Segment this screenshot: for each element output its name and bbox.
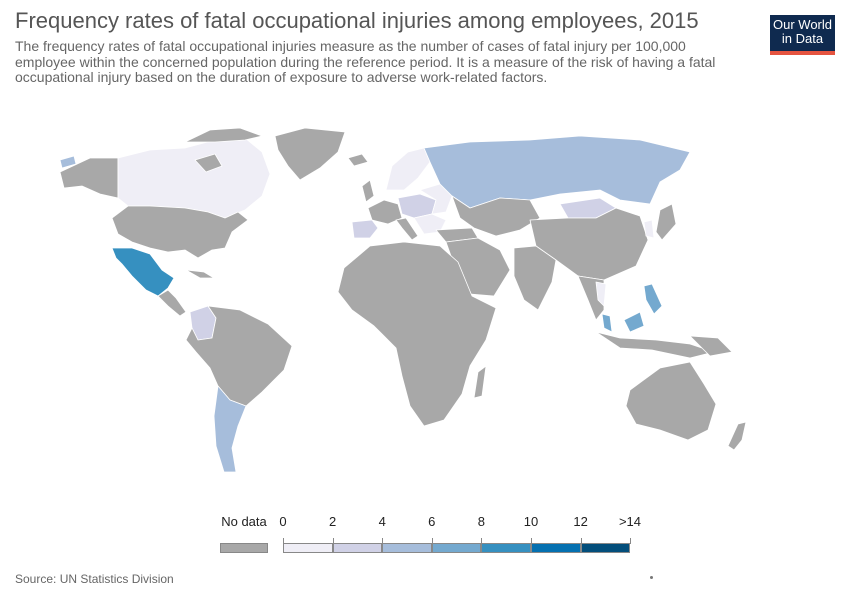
region-borneo[interactable] [623,311,645,333]
legend-label-12: 12 [573,514,588,529]
region-spain[interactable] [351,219,379,239]
region-korea[interactable] [643,219,655,239]
region-japan[interactable] [655,203,677,241]
region-africa[interactable] [337,241,497,427]
legend-swatch-0 [283,543,333,553]
region-central-asia[interactable] [451,195,541,237]
legend-nodata-swatch [220,543,268,553]
region-alaska[interactable] [59,157,119,199]
region-mexico[interactable] [111,247,175,297]
logo-line-2: in Data [781,31,824,46]
legend-tick [531,538,532,544]
region-central-america[interactable] [157,289,187,317]
region-arctic-islands-2[interactable] [194,153,223,173]
legend-last-label: >14 [618,514,642,529]
legend-tick [283,538,284,544]
legend-nodata-label: No data [221,514,267,529]
legend-label-6: 6 [428,514,436,529]
region-uk[interactable] [361,179,375,203]
owid-logo[interactable]: Our World in Data [770,15,835,55]
legend-tick [332,538,334,544]
legend-tick [382,538,384,544]
region-greenland[interactable] [274,127,346,181]
legend-label-10: 10 [523,514,539,529]
legend-swatch-10 [531,543,581,553]
region-philippines[interactable] [643,283,663,315]
decorative-dot [650,576,653,579]
world-map [59,127,747,473]
region-russia[interactable] [423,135,691,209]
legend-label-4: 4 [378,514,386,529]
chart-title: Frequency rates of fatal occupational in… [15,8,699,33]
region-usa[interactable] [111,205,249,259]
region-italy[interactable] [395,217,419,241]
region-australia[interactable] [625,361,717,441]
region-argentina[interactable] [213,385,247,473]
region-aleutian[interactable] [59,155,77,169]
region-india[interactable] [513,245,557,311]
region-scandinavia[interactable] [385,147,431,191]
legend-label-8: 8 [477,514,486,529]
logo-line-1: Our World [773,17,832,32]
region-arctic-islands[interactable] [184,127,263,143]
region-madagascar[interactable] [473,365,487,399]
source-note: Source: UN Statistics Division [15,572,174,586]
region-thailand[interactable] [595,281,607,307]
region-caribbean[interactable] [185,269,215,279]
legend-swatch-2 [332,543,383,553]
region-malaysia[interactable] [601,313,613,333]
chart-subtitle: The frequency rates of fatal occupationa… [15,38,716,85]
region-new-zealand[interactable] [727,421,747,451]
legend-swatch-6 [431,543,482,553]
region-indonesia[interactable] [595,331,715,359]
legend-label-0: 0 [279,514,287,529]
legend-tick-end [630,538,632,544]
legend-tick [481,538,483,544]
legend-swatch-8 [481,543,531,553]
region-iceland[interactable] [347,153,369,167]
legend-swatch-4 [382,543,432,553]
legend-tick [580,538,582,544]
legend-swatch-12 [580,543,631,553]
legend-label-2: 2 [328,514,337,529]
legend-tick [431,538,433,544]
region-balkans[interactable] [413,213,447,235]
region-papua[interactable] [689,335,733,357]
